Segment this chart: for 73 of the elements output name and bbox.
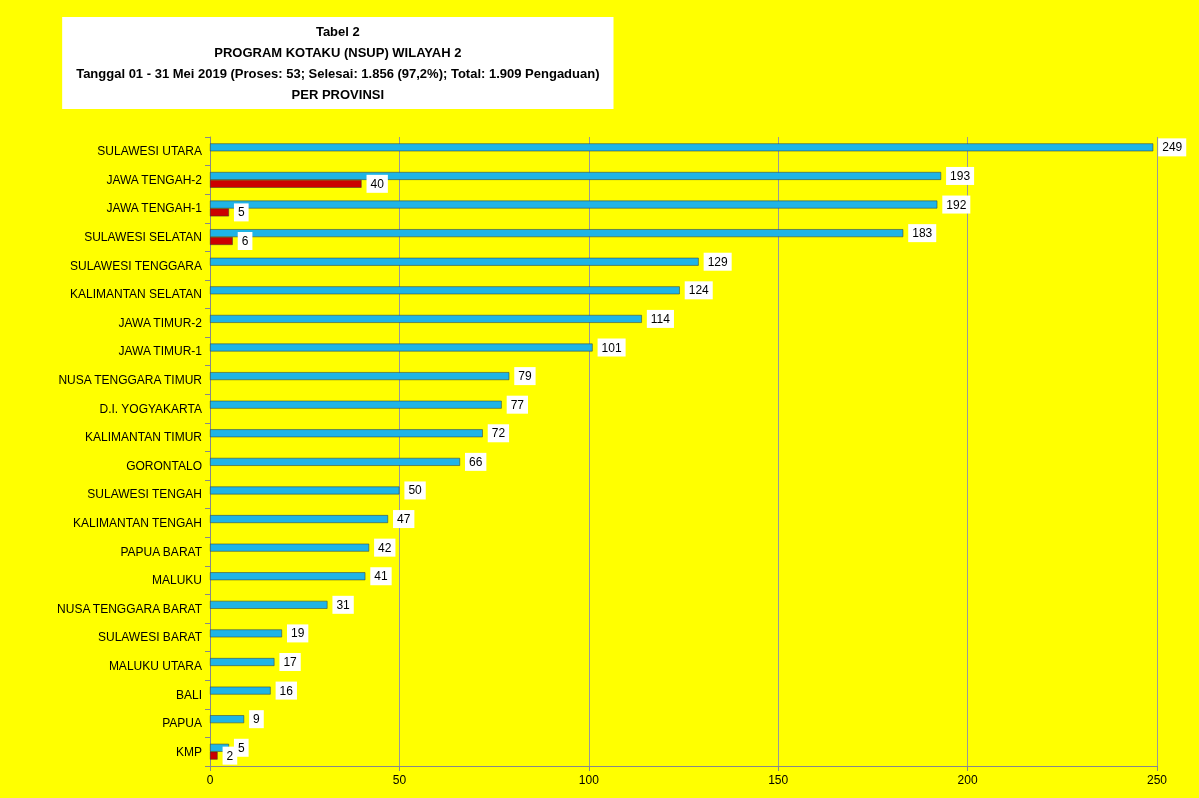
data-label: 183 bbox=[912, 226, 933, 241]
x-tick-label: 0 bbox=[206, 773, 214, 787]
data-label: 6 bbox=[241, 234, 249, 248]
bar bbox=[210, 314, 642, 323]
data-label: 5 bbox=[237, 205, 245, 220]
bar bbox=[210, 486, 400, 495]
data-label: 50 bbox=[408, 483, 423, 498]
data-label: 31 bbox=[336, 597, 351, 612]
data-label: 249 bbox=[1162, 140, 1183, 155]
data-label: 19 bbox=[290, 626, 305, 641]
bar bbox=[210, 600, 328, 609]
bar bbox=[210, 515, 389, 523]
data-label: 66 bbox=[469, 454, 483, 469]
y-tick-label: SULAWESI TENGGARA bbox=[69, 258, 202, 273]
y-tick-label: BALI bbox=[175, 687, 202, 702]
data-label: 40 bbox=[370, 176, 385, 191]
bar bbox=[210, 629, 282, 638]
data-label: 101 bbox=[601, 340, 622, 355]
y-tick-label: MALUKU UTARA bbox=[108, 658, 202, 673]
data-label: 193 bbox=[950, 168, 971, 183]
bar bbox=[210, 686, 271, 695]
data-label: 42 bbox=[378, 540, 392, 555]
y-tick-label: JAWA TIMUR-1 bbox=[118, 344, 203, 359]
data-label: 124 bbox=[688, 283, 710, 298]
y-tick-label: KALIMANTAN TENGAH bbox=[73, 515, 202, 530]
y-tick-label: JAWA TENGAH-2 bbox=[106, 172, 203, 187]
data-label: 41 bbox=[374, 569, 388, 584]
x-tick-label: 250 bbox=[1146, 773, 1168, 787]
y-tick-label: JAWA TENGAH-1 bbox=[106, 201, 203, 216]
x-tick-label: 150 bbox=[768, 773, 789, 787]
bar bbox=[210, 400, 502, 409]
x-tick-label: 50 bbox=[392, 773, 407, 787]
x-tick-label: 100 bbox=[578, 773, 600, 787]
bar bbox=[210, 543, 370, 552]
y-tick-label: SULAWESI BARAT bbox=[97, 630, 203, 645]
bar bbox=[210, 715, 245, 724]
data-label: 47 bbox=[397, 512, 411, 527]
y-tick-label: NUSA TENGGARA TIMUR bbox=[58, 373, 203, 388]
y-tick-label: KMP bbox=[175, 744, 202, 759]
data-label: 17 bbox=[283, 655, 298, 669]
bar bbox=[210, 429, 483, 438]
data-label: 129 bbox=[707, 254, 728, 269]
data-label: 114 bbox=[650, 311, 671, 326]
y-tick-label: PAPUA BARAT bbox=[120, 544, 203, 559]
x-tick-label: 200 bbox=[957, 773, 978, 787]
y-tick-label: MALUKU bbox=[151, 573, 202, 588]
y-tick-label: JAWA TIMUR-2 bbox=[118, 315, 203, 330]
data-label: 72 bbox=[491, 426, 506, 441]
data-label: 9 bbox=[253, 712, 261, 727]
y-tick-label: GORONTALO bbox=[126, 458, 202, 473]
y-tick-label: SULAWESI SELATAN bbox=[84, 230, 202, 245]
bar bbox=[210, 286, 680, 295]
y-tick-label: NUSA TENGGARA BARAT bbox=[57, 601, 203, 616]
y-tick-label: D.I. YOGYAKARTA bbox=[99, 401, 202, 416]
y-tick-label: KALIMANTAN TIMUR bbox=[85, 430, 203, 445]
data-label: 5 bbox=[237, 740, 245, 755]
y-tick-label: SULAWESI UTARA bbox=[97, 144, 202, 159]
data-label: 192 bbox=[946, 197, 967, 212]
bar bbox=[210, 572, 366, 581]
bar bbox=[210, 457, 461, 466]
y-tick-label: PAPUA bbox=[162, 716, 202, 731]
y-tick-label: SULAWESI TENGAH bbox=[87, 487, 202, 502]
bar bbox=[210, 658, 275, 666]
bar bbox=[210, 257, 699, 266]
bar bbox=[210, 372, 510, 381]
data-label: 16 bbox=[279, 683, 294, 698]
bar bbox=[210, 143, 1154, 152]
data-label: 2 bbox=[226, 748, 234, 763]
data-label: 79 bbox=[518, 369, 532, 384]
chart-title: Tabel 2 PROGRAM KOTAKU (NSUP) WILAYAH 2 Tanggal 01 - 31 Mei 2019 (Proses: 53; Selesai: 1.856 (97,2%); Total: 1.909 Pengaduan) PER PROVINSI bbox=[76, 24, 600, 102]
bar bbox=[210, 343, 593, 352]
y-tick-label: KALIMANTAN SELATAN bbox=[69, 287, 202, 302]
data-label: 77 bbox=[510, 397, 525, 412]
